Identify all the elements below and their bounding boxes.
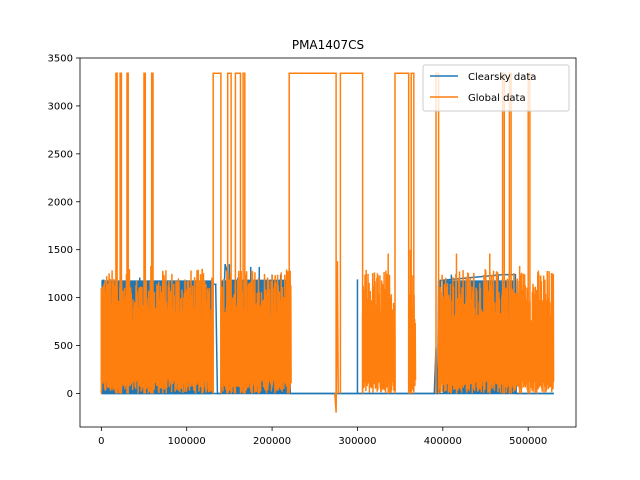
global-plateau — [150, 72, 154, 394]
y-tick-label: 2000 — [48, 197, 73, 208]
x-tick-label: 500000 — [509, 436, 547, 447]
global-plateau — [410, 72, 415, 394]
x-tick-label: 400000 — [424, 436, 462, 447]
series-layer — [100, 72, 555, 413]
global-plateau — [394, 72, 410, 394]
chart-title: PMA1407CS — [292, 38, 364, 52]
y-tick-label: 500 — [54, 341, 73, 352]
global-series — [100, 72, 555, 413]
legend-label-global: Global data — [468, 93, 526, 104]
plot-frame — [79, 57, 577, 428]
global-plateau — [339, 72, 364, 394]
global-dense-region — [437, 269, 555, 394]
global-plateau — [115, 72, 118, 394]
global-plateau — [119, 72, 123, 394]
legend: Clearsky data Global data — [422, 64, 570, 112]
global-plateau — [126, 72, 129, 394]
global-dense-region — [220, 269, 292, 394]
legend-frame — [422, 64, 570, 112]
global-plateau — [212, 72, 222, 394]
x-tick-label: 0 — [98, 436, 104, 447]
legend-label-clearsky: Clearsky data — [468, 72, 536, 83]
global-dip — [334, 261, 339, 413]
x-tick-label: 200000 — [253, 436, 291, 447]
axes-layer: 0 100000 200000 300000 400000 500000 0 500 1000 1… — [48, 54, 577, 447]
x-tick-label: 300000 — [338, 436, 376, 447]
global-plateau — [143, 72, 147, 394]
y-tick-label: 3000 — [48, 101, 73, 112]
y-tick-label: 1500 — [48, 245, 73, 256]
global-plateau — [226, 72, 232, 394]
global-plateau — [234, 72, 242, 394]
y-tick-label: 0 — [67, 389, 73, 400]
global-plateau — [288, 72, 337, 394]
y-tick-label: 1000 — [48, 293, 73, 304]
y-tick-label: 3500 — [48, 54, 73, 65]
y-tick-label: 2500 — [48, 149, 73, 160]
global-plateau — [242, 72, 246, 394]
x-tick-label: 100000 — [168, 436, 206, 447]
global-dense-region — [361, 269, 396, 394]
